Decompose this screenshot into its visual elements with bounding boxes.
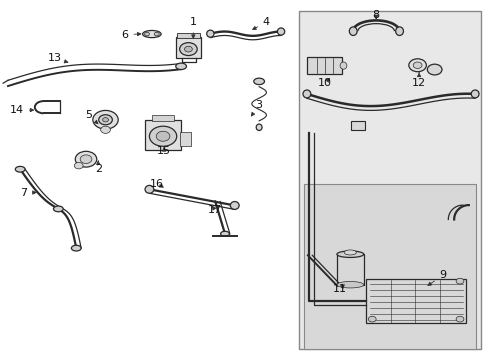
Circle shape [75, 151, 97, 167]
Bar [350, 121, 365, 130]
Text: 4: 4 [252, 17, 269, 30]
Ellipse shape [71, 245, 81, 251]
Ellipse shape [470, 90, 478, 98]
Circle shape [156, 131, 169, 141]
Text: 13: 13 [47, 53, 68, 63]
Ellipse shape [256, 124, 262, 131]
Circle shape [184, 46, 192, 52]
Ellipse shape [344, 250, 356, 255]
Circle shape [80, 155, 92, 163]
Ellipse shape [303, 90, 310, 98]
Text: 6: 6 [121, 30, 141, 40]
Text: 14: 14 [10, 105, 34, 115]
Circle shape [179, 42, 197, 55]
Bar [144, 120, 181, 150]
Ellipse shape [277, 28, 284, 35]
Text: 15: 15 [157, 146, 171, 156]
Text: 1: 1 [189, 17, 196, 38]
Text: 8: 8 [372, 10, 379, 20]
Circle shape [455, 278, 463, 284]
Text: 11: 11 [332, 284, 346, 294]
Ellipse shape [220, 231, 229, 236]
Bar [336, 254, 363, 285]
Ellipse shape [253, 78, 264, 85]
Circle shape [93, 111, 118, 129]
Circle shape [99, 115, 112, 125]
Ellipse shape [15, 166, 25, 172]
Ellipse shape [142, 31, 161, 38]
Text: 10: 10 [317, 78, 331, 88]
Bar [176, 37, 200, 58]
Ellipse shape [145, 185, 154, 193]
Ellipse shape [336, 251, 363, 257]
Circle shape [101, 126, 110, 134]
Ellipse shape [175, 63, 186, 69]
Ellipse shape [336, 282, 363, 288]
Bar [306, 57, 341, 74]
Ellipse shape [348, 27, 356, 36]
Text: 17: 17 [208, 206, 222, 216]
Circle shape [455, 316, 463, 322]
Ellipse shape [154, 32, 159, 36]
Ellipse shape [206, 30, 214, 37]
Text: 7: 7 [20, 188, 36, 198]
Bar [366, 279, 466, 323]
Text: 3: 3 [251, 100, 262, 116]
Text: 2: 2 [95, 161, 102, 174]
Ellipse shape [230, 202, 239, 210]
Bar [180, 132, 190, 146]
Bar [304, 184, 475, 348]
Circle shape [74, 162, 83, 169]
Text: 12: 12 [411, 73, 425, 88]
Text: 5: 5 [85, 111, 98, 124]
Circle shape [412, 62, 421, 68]
Circle shape [408, 59, 426, 72]
Bar [152, 116, 174, 121]
Ellipse shape [395, 27, 403, 36]
Ellipse shape [144, 32, 149, 36]
Circle shape [149, 126, 176, 146]
Bar [299, 12, 480, 348]
Circle shape [367, 316, 375, 322]
Text: 16: 16 [149, 179, 163, 189]
Ellipse shape [53, 206, 63, 212]
Bar [177, 33, 199, 39]
Circle shape [427, 64, 441, 75]
Circle shape [102, 118, 108, 122]
Text: 9: 9 [427, 270, 446, 285]
Ellipse shape [339, 62, 346, 69]
